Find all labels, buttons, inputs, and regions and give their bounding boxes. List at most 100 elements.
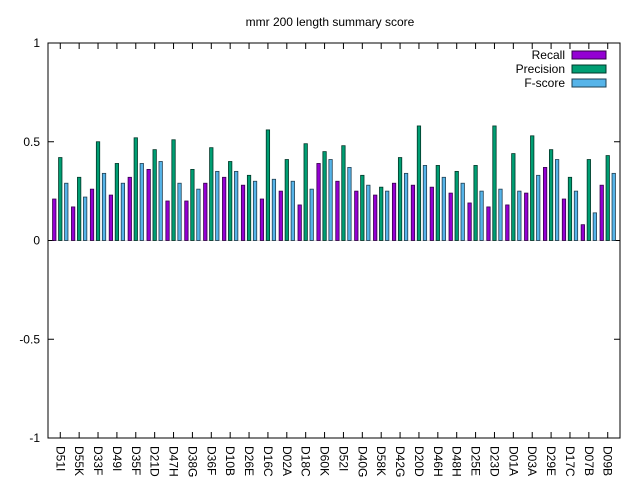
bar-recall-d10b (222, 176, 227, 241)
bar-precision-d36f (209, 147, 214, 241)
x-tick-label: D47H (167, 446, 181, 477)
bar-f-score-d25e (479, 190, 484, 241)
bar-precision-d02a (284, 159, 289, 241)
bar-f-score-d07b (592, 212, 597, 241)
bar-precision-d18c (303, 143, 308, 241)
x-tick-label: D17C (563, 446, 577, 477)
bar-precision-d49i (114, 163, 120, 241)
y-tick-label: -0.5 (19, 332, 40, 346)
bar-recall-d26e (240, 184, 246, 241)
bar-f-score-d52i (347, 167, 352, 241)
x-tick-label: D52I (336, 446, 350, 471)
bar-f-score-d55k (83, 196, 88, 241)
bar-precision-d16c (265, 129, 271, 241)
bar-recall-d47h (165, 200, 170, 241)
bars-group (48, 125, 620, 241)
bar-f-score-d10b (234, 170, 239, 241)
bar-precision-d46h (435, 165, 440, 241)
y-tick-label: -1 (29, 431, 40, 445)
x-tick-label: D55K (72, 446, 86, 476)
bar-recall-d42g (391, 182, 397, 241)
bar-f-score-d40g (366, 184, 371, 241)
legend-label: Recall (532, 48, 565, 62)
bar-recall-d09b (599, 184, 604, 241)
bar-f-score-d46h (441, 176, 446, 241)
y-tick-label: 0.5 (23, 135, 40, 149)
bar-f-score-d09b (611, 172, 616, 241)
chart-title: mmr 200 length summary score (246, 15, 415, 29)
bar-f-score-d42g (403, 172, 409, 241)
bar-f-score-d51i (64, 182, 69, 241)
bar-recall-d40g (354, 190, 359, 241)
bar-recall-d02a (278, 190, 283, 241)
bar-precision-d55k (77, 176, 82, 241)
bar-precision-d25e (473, 165, 478, 241)
x-tick-label: D60K (318, 446, 332, 476)
bar-precision-d33f (95, 141, 101, 241)
bar-recall-d03a (524, 192, 529, 241)
bar-f-score-d36f (215, 170, 220, 241)
legend-swatch (571, 50, 607, 60)
y-tick-label: 1 (33, 36, 40, 50)
bar-precision-d38g (190, 168, 195, 241)
bar-recall-d29e (542, 167, 548, 241)
bar-recall-d07b (580, 224, 585, 241)
bar-precision-d51i (58, 157, 63, 241)
bar-recall-d21d (146, 168, 151, 241)
bar-precision-d29e (548, 149, 554, 241)
bar-f-score-d35f (139, 163, 144, 241)
x-tick-label: D10B (223, 446, 237, 476)
bar-recall-d38g (184, 200, 189, 241)
legend-label: Precision (516, 62, 565, 76)
y-axis: 1 0.5 0 -0.5 -1 (19, 36, 620, 445)
bar-recall-d52i (335, 180, 340, 241)
bar-recall-d20d (410, 184, 416, 241)
bar-precision-d23d (492, 125, 497, 241)
bar-precision-d40g (360, 174, 365, 241)
bar-recall-d58k (373, 194, 378, 241)
bar-f-score-d16c (271, 178, 277, 241)
bar-f-score-d01a (517, 190, 522, 241)
x-tick-label: D36F (204, 446, 218, 475)
bar-precision-d01a (511, 153, 516, 241)
x-tick-label: D20D (412, 446, 426, 477)
bar-recall-d35f (127, 176, 132, 241)
x-tick-label: D49I (110, 446, 124, 471)
x-tick-label: D26E (242, 446, 256, 476)
bar-f-score-d29e (554, 159, 560, 241)
bar-f-score-d49i (120, 182, 126, 241)
x-tick-label: D46H (431, 446, 445, 477)
legend-swatch (571, 64, 607, 74)
x-tick-label: D42G (393, 446, 407, 477)
bar-f-score-d47h (177, 182, 182, 241)
x-tick-label: D01A (506, 446, 520, 476)
bar-recall-d33f (89, 188, 95, 241)
x-tick-label: D35F (129, 446, 143, 475)
bar-recall-d25e (467, 202, 472, 241)
x-tick-label: D03A (525, 446, 539, 476)
bar-f-score-d20d (422, 165, 428, 241)
bar-precision-d26e (246, 174, 252, 241)
bar-precision-d03a (530, 135, 535, 241)
legend-swatch (571, 78, 607, 88)
x-tick-label: D33F (91, 446, 105, 475)
bar-recall-d46h (429, 186, 434, 241)
y-tick-label: 0 (33, 234, 40, 248)
bar-f-score-d18c (309, 188, 314, 241)
bar-f-score-d17c (573, 190, 579, 241)
x-tick-label: D07B (582, 446, 596, 476)
bar-f-score-d60k (328, 159, 333, 241)
bar-precision-d48h (454, 170, 459, 241)
x-tick-label: D09B (601, 446, 615, 476)
bar-recall-d17c (561, 198, 567, 241)
bar-recall-d55k (71, 206, 76, 241)
x-tick-label: D40G (355, 446, 369, 477)
bar-precision-d10b (228, 161, 233, 241)
bar-recall-d16c (259, 198, 265, 241)
bar-precision-d09b (605, 155, 610, 241)
x-tick-label: D38G (185, 446, 199, 477)
bar-recall-d01a (505, 204, 510, 241)
bar-recall-d60k (316, 163, 321, 241)
